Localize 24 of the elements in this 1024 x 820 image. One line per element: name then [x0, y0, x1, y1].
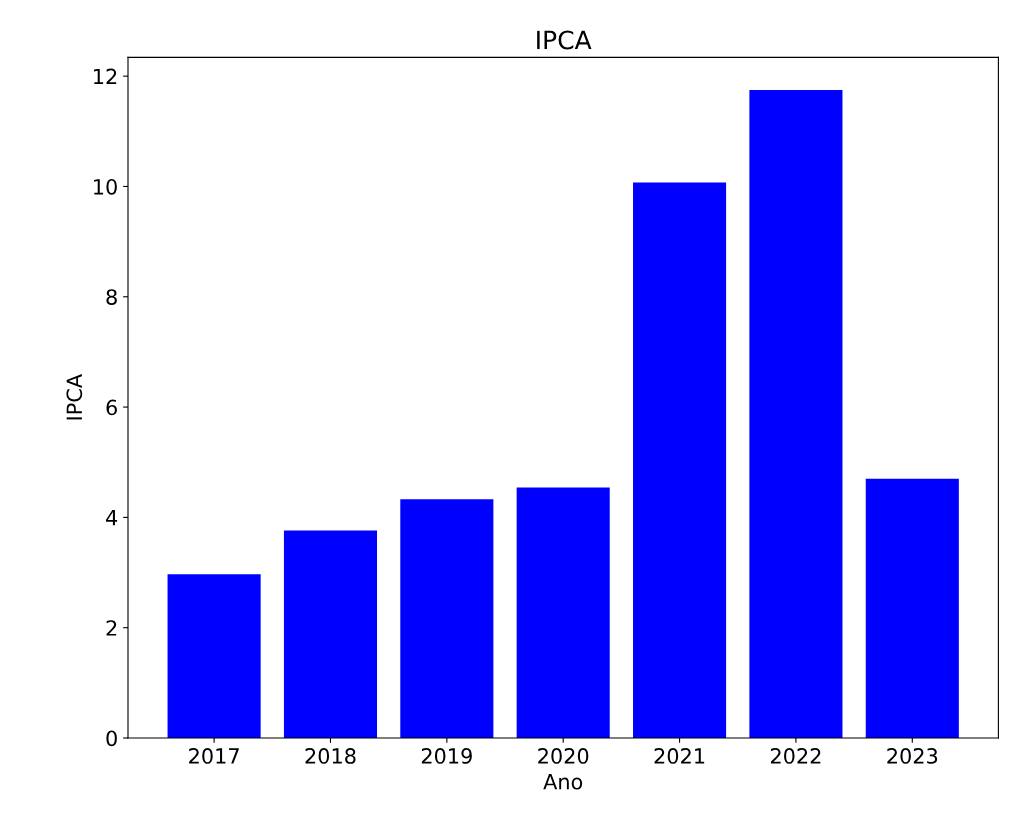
y-tick-label: 4	[106, 510, 118, 526]
x-tick-label: 2018	[305, 748, 356, 764]
y-tick-label: 10	[94, 178, 117, 195]
y-tick-label: 2	[106, 620, 117, 636]
y-tick-label: 8	[106, 289, 117, 305]
x-tick-label: 2020	[538, 748, 589, 764]
x-tick-label: 2017	[189, 748, 239, 764]
x-tick-label: 2021	[654, 748, 705, 764]
y-axis-title: IPCA	[66, 374, 83, 420]
x-tick-label: 2019	[421, 748, 472, 764]
y-tick-label: 12	[94, 68, 117, 85]
bar	[633, 182, 727, 738]
bar	[865, 478, 959, 738]
x-tick-label: 2023	[887, 748, 938, 764]
bar	[400, 499, 494, 738]
bar	[167, 574, 261, 738]
chart-title: IPCA	[537, 30, 592, 50]
bar	[516, 487, 610, 738]
bar	[749, 89, 843, 738]
bar	[283, 530, 378, 738]
x-axis-title: Ano	[543, 774, 583, 790]
y-tick-label: 0	[106, 730, 117, 747]
x-tick-label: 2022	[770, 748, 821, 764]
y-tick-label: 6	[106, 399, 117, 416]
